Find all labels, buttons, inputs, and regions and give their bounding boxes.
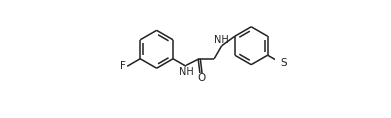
Text: F: F <box>120 61 126 71</box>
Text: NH: NH <box>214 35 229 45</box>
Text: S: S <box>280 58 287 68</box>
Text: NH: NH <box>179 67 194 77</box>
Text: O: O <box>197 73 206 83</box>
